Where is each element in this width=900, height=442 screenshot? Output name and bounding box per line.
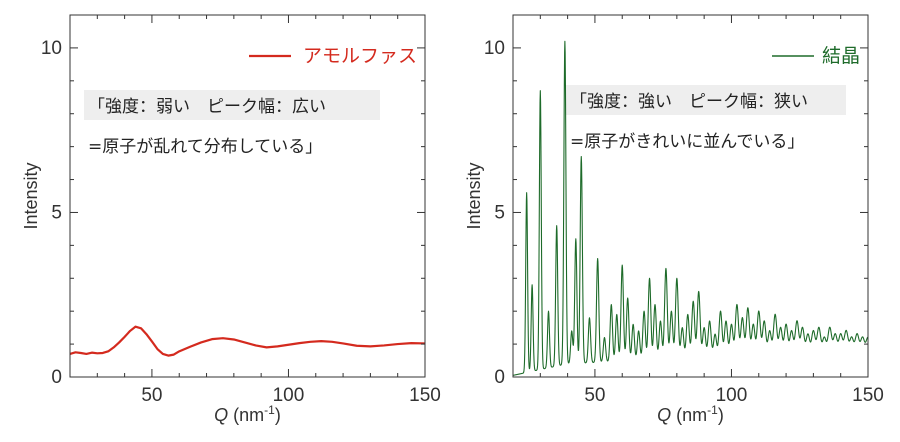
y-tick-label: 10 xyxy=(41,38,62,59)
y-tick-label: 5 xyxy=(494,202,505,223)
y-tick-label: 10 xyxy=(484,38,505,59)
annotation-background xyxy=(566,85,846,115)
legend-label: 結晶 xyxy=(822,45,860,67)
annotation-line: =原子がきれいに並んでいる」 xyxy=(570,132,804,152)
x-axis-label: Q (nm-1) xyxy=(214,403,281,425)
annotation-line: 「強度：強い ピーク幅：狭い xyxy=(570,92,808,112)
series-line-crystal xyxy=(512,40,869,376)
plot-frame xyxy=(512,14,869,378)
x-tick-label: 50 xyxy=(141,385,162,406)
plot-frame xyxy=(69,14,426,378)
annotation-line: =原子が乱れて分布している」 xyxy=(88,137,322,157)
annotation-line: 「強度：弱い ピーク幅：広い xyxy=(88,97,326,117)
y-tick-label: 5 xyxy=(51,202,62,223)
y-axis-label: Intensity xyxy=(464,162,484,229)
x-tick-label: 50 xyxy=(584,385,605,406)
x-tick-label: 150 xyxy=(409,385,441,406)
x-tick-label: 150 xyxy=(852,385,884,406)
x-tick-label: 100 xyxy=(273,385,305,406)
panel-crystal: 0 5 10 50 100 150 Q (nm-1) Intensity 結晶「強度：強い ピー… xyxy=(464,14,884,425)
series-line-amorphous xyxy=(69,325,426,357)
panel-amorphous: 0 5 10 50 100 150 Q (nm-1) Intensity アモルファス「強度：弱… xyxy=(21,14,441,425)
annotation-background xyxy=(84,90,380,120)
x-axis-label: Q (nm-1) xyxy=(657,403,724,425)
y-axis-label: Intensity xyxy=(21,162,41,229)
x-tick-label: 100 xyxy=(716,385,748,406)
y-tick-label: 0 xyxy=(51,367,62,388)
y-tick-label: 0 xyxy=(494,367,505,388)
legend-label: アモルファス xyxy=(303,45,417,67)
